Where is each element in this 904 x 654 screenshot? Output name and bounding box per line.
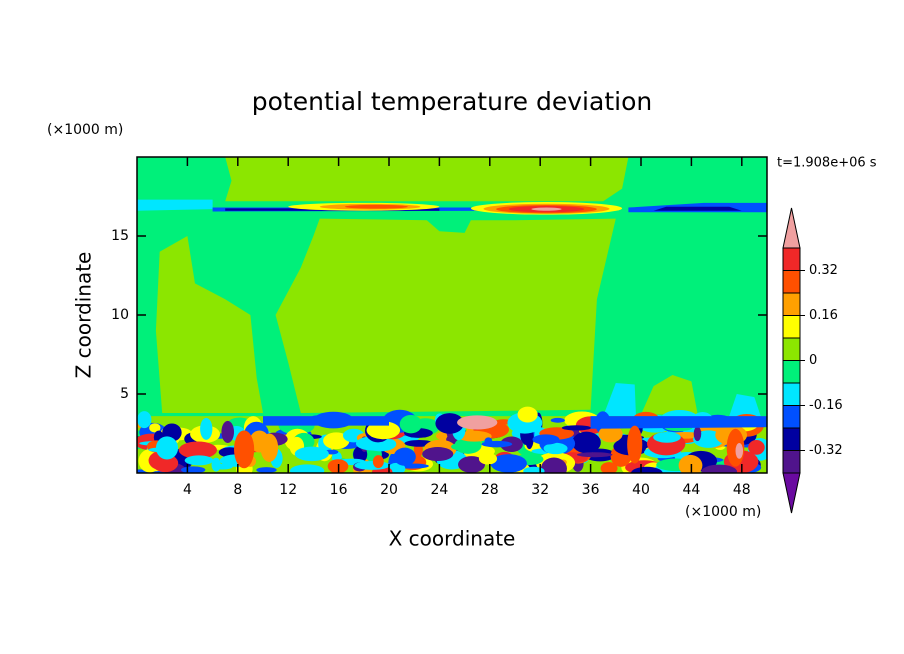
x-tick-label: 32 — [531, 482, 549, 498]
contour-region — [729, 394, 761, 417]
contour-region — [372, 455, 384, 469]
contour-region — [631, 466, 663, 473]
chart-title: potential temperature deviation — [252, 87, 652, 116]
contour-region — [275, 218, 616, 413]
contour-field — [137, 157, 767, 473]
contour-region — [393, 447, 416, 466]
x-tick-label: 48 — [733, 482, 751, 498]
x-tick-label: 16 — [330, 482, 348, 498]
colorbar-box — [782, 247, 801, 271]
contour-region — [366, 421, 401, 440]
contour-region — [422, 447, 454, 462]
contour-region — [481, 440, 513, 448]
contour-region — [693, 426, 702, 442]
contour-region — [387, 462, 406, 473]
x-tick-label: 8 — [233, 482, 242, 498]
contour-region — [323, 432, 350, 450]
x-axis-label: X coordinate — [389, 527, 516, 551]
contour-region — [457, 415, 498, 430]
contour-region — [748, 440, 765, 455]
x-tick-label: 12 — [279, 482, 297, 498]
colorbar-tick-label: -0.32 — [809, 443, 843, 458]
colorbar-box — [782, 270, 801, 294]
colorbar-box — [782, 315, 801, 339]
contour-region — [701, 464, 738, 473]
contour-region — [517, 406, 538, 423]
contour-region — [590, 416, 767, 429]
contour-region — [289, 464, 325, 473]
contour-region — [653, 206, 742, 211]
contour-region — [576, 452, 613, 458]
contour-region — [137, 199, 213, 211]
contour-region — [572, 431, 601, 454]
contour-region — [399, 414, 423, 434]
colorbar-box — [782, 405, 801, 429]
x-tick-label: 44 — [682, 482, 700, 498]
contour-region — [641, 375, 698, 415]
contour-region — [478, 452, 498, 465]
contour-region — [225, 157, 629, 202]
contour-region — [294, 446, 329, 462]
y-tick-label: 15 — [111, 228, 129, 244]
colorbar-box — [782, 382, 801, 406]
contour-region — [532, 434, 560, 445]
contour-region — [653, 431, 681, 443]
contour-region — [598, 425, 623, 443]
x-tick-label: 36 — [582, 482, 600, 498]
contour-region — [456, 430, 492, 442]
contour-region — [678, 454, 703, 473]
x-unit: (×1000 m) — [685, 504, 761, 520]
colorbar-tick-label: -0.16 — [809, 398, 843, 413]
colorbar-box — [782, 292, 801, 316]
contour-region — [184, 455, 214, 466]
contour-region — [260, 433, 279, 462]
contour-region — [458, 456, 486, 473]
contour-region — [137, 411, 152, 429]
contour-region — [344, 204, 408, 209]
y-unit: (×1000 m) — [47, 122, 123, 138]
contour-region — [263, 416, 389, 426]
colorbar-box — [782, 337, 801, 361]
x-tick-label: 40 — [632, 482, 650, 498]
contour-region — [256, 467, 277, 473]
contour-region — [523, 466, 545, 473]
contour-region — [550, 417, 565, 423]
contour-region — [543, 442, 568, 455]
x-tick-label: 24 — [430, 482, 448, 498]
contour-region — [149, 423, 161, 433]
y-axis-label: Z coordinate — [72, 252, 96, 379]
contour-region — [600, 462, 618, 473]
colorbar-tick-label: 0.16 — [809, 308, 838, 323]
contour-region — [627, 425, 643, 464]
colorbar-box — [782, 450, 801, 474]
y-tick-label: 5 — [120, 386, 129, 402]
y-tick-label: 10 — [111, 307, 129, 323]
contour-region — [354, 461, 390, 470]
colorbar-tick-label: 0.32 — [809, 263, 838, 278]
contour-region — [200, 417, 213, 440]
x-tick-label: 28 — [481, 482, 499, 498]
contour-region — [435, 413, 464, 434]
colorbar-box — [782, 360, 801, 384]
contour-region — [490, 454, 527, 473]
contour-region — [155, 236, 263, 413]
annotation: t=1.908e+06 s — [777, 156, 877, 171]
x-tick-label: 4 — [183, 482, 192, 498]
contour-region — [540, 457, 567, 473]
contour-region — [178, 441, 217, 459]
contour-region — [603, 382, 636, 417]
colorbar-tick-label: 0 — [809, 353, 817, 368]
contour-region — [234, 430, 255, 469]
contour-region — [531, 207, 562, 211]
contour-region — [221, 420, 235, 443]
contour-region — [735, 442, 744, 459]
x-tick-label: 20 — [380, 482, 398, 498]
colorbar-over — [782, 207, 801, 249]
contour-region — [148, 447, 176, 453]
contour-region — [561, 425, 592, 431]
colorbar-under — [782, 472, 801, 514]
colorbar-box — [782, 427, 801, 451]
